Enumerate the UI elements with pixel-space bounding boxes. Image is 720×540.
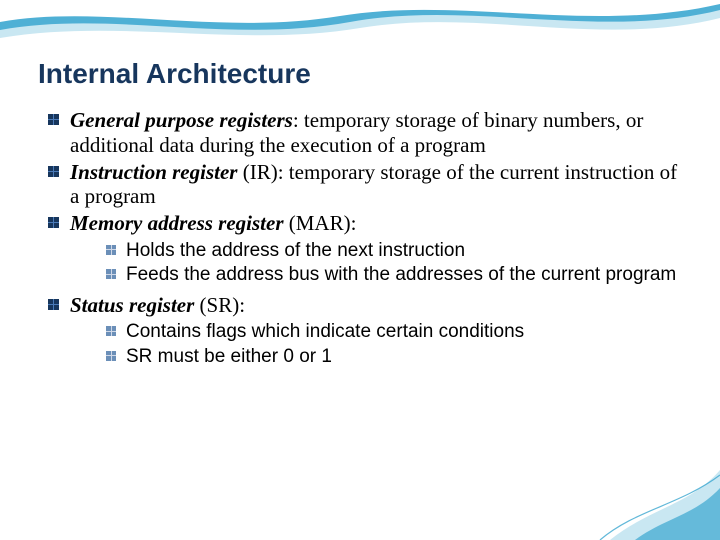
term: General purpose registers bbox=[70, 108, 293, 132]
abbr: (IR) bbox=[237, 160, 277, 184]
sub-bullet-item: SR must be either 0 or 1 bbox=[106, 346, 682, 368]
desc: : bbox=[351, 211, 357, 235]
bullet-item: Status register (SR): Contains flags whi… bbox=[48, 293, 682, 369]
term: Status register bbox=[70, 293, 194, 317]
sub-bullet-item: Holds the address of the next instructio… bbox=[106, 240, 682, 262]
corner-flourish-decoration bbox=[580, 450, 720, 540]
abbr: (MAR) bbox=[284, 211, 351, 235]
abbr: (SR) bbox=[194, 293, 239, 317]
sub-bullet-list: Holds the address of the next instructio… bbox=[70, 240, 682, 287]
bullet-item: Memory address register (MAR): Holds the… bbox=[48, 211, 682, 287]
sub-bullet-list: Contains flags which indicate certain co… bbox=[70, 321, 682, 368]
slide-content: Internal Architecture General purpose re… bbox=[0, 0, 720, 368]
slide-title: Internal Architecture bbox=[38, 58, 682, 90]
term: Instruction register bbox=[70, 160, 237, 184]
desc: : bbox=[239, 293, 245, 317]
bullet-item: Instruction register (IR): temporary sto… bbox=[48, 160, 682, 210]
bullet-list: General purpose registers: temporary sto… bbox=[38, 108, 682, 368]
sub-bullet-item: Contains flags which indicate certain co… bbox=[106, 321, 682, 343]
bullet-item: General purpose registers: temporary sto… bbox=[48, 108, 682, 158]
sub-bullet-item: Feeds the address bus with the addresses… bbox=[106, 264, 682, 286]
term: Memory address register bbox=[70, 211, 284, 235]
